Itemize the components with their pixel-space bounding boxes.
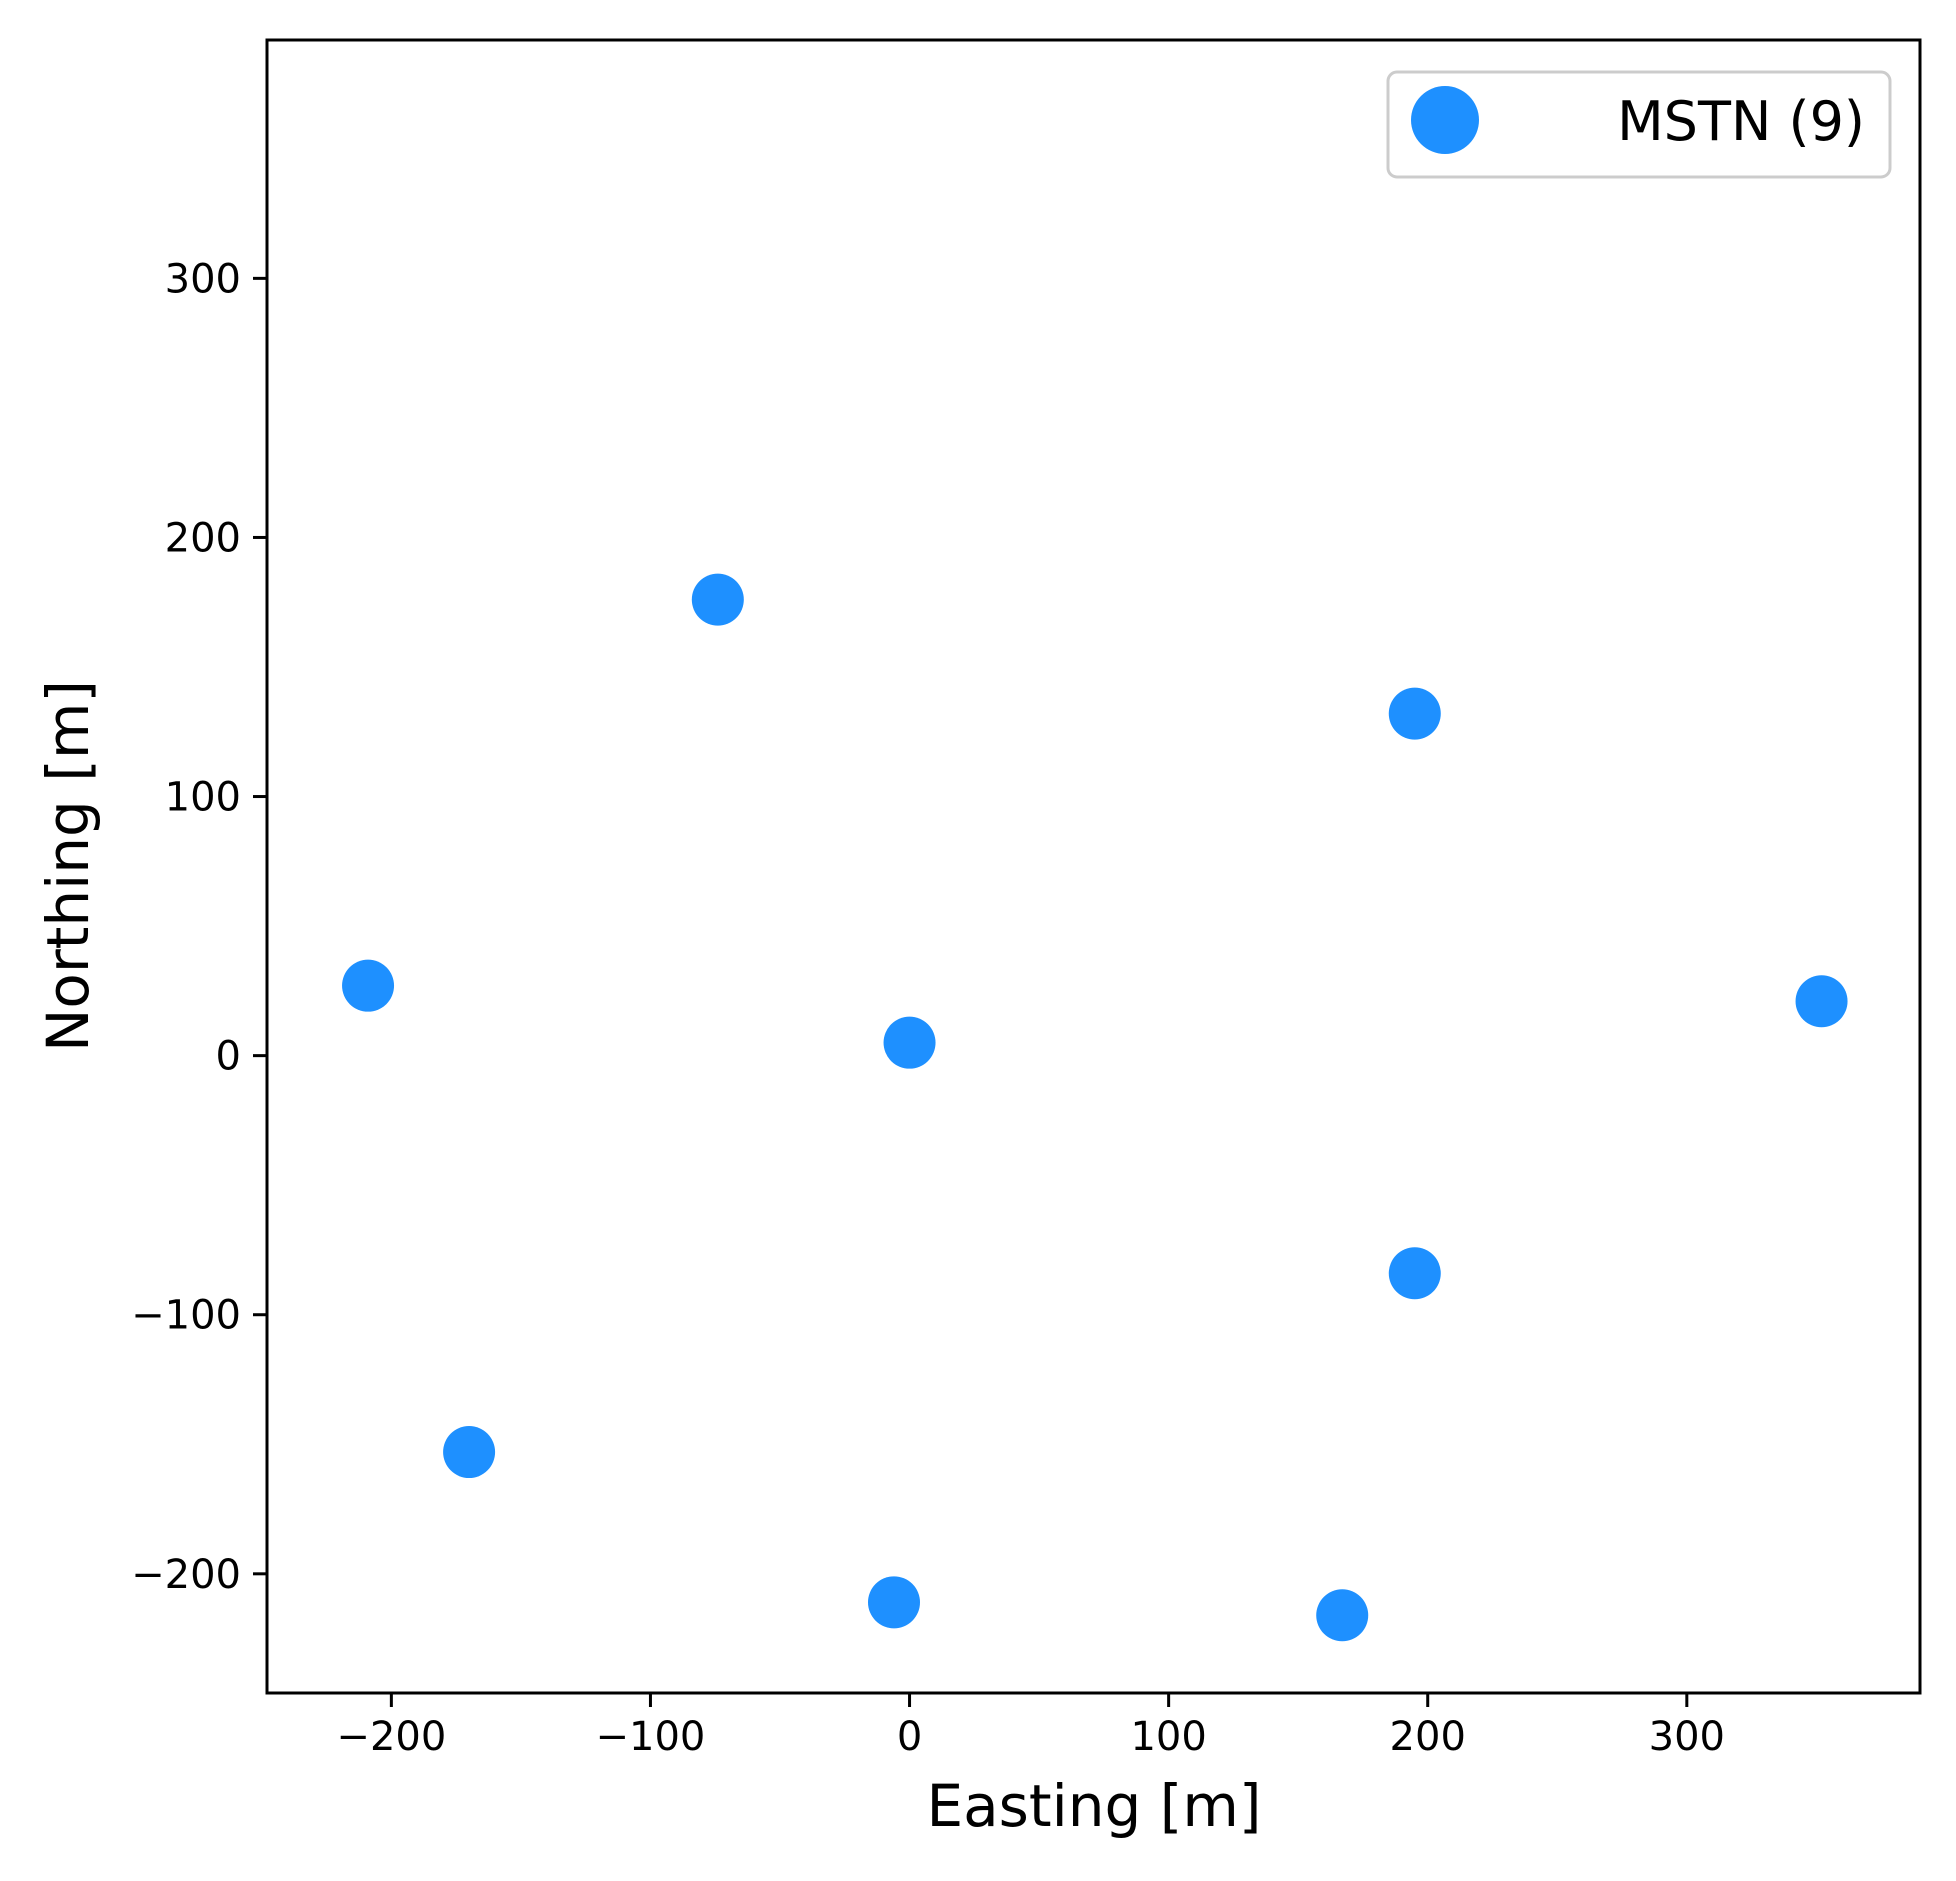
y-tick-label: −200 — [131, 1552, 241, 1598]
x-axis-ticks: −200 −100 0 100 200 300 — [336, 1693, 1725, 1760]
data-point — [1388, 687, 1441, 740]
x-axis-label: Easting [m] — [926, 1772, 1261, 1840]
y-tick-label: −100 — [131, 1293, 241, 1339]
x-tick-label: 300 — [1649, 1714, 1725, 1760]
data-point — [1795, 975, 1848, 1028]
legend-marker-icon — [1411, 86, 1479, 154]
data-point — [443, 1426, 496, 1479]
data-point — [868, 1576, 920, 1629]
y-axis-label: Northing [m] — [34, 680, 102, 1052]
x-tick-label: −100 — [596, 1714, 706, 1760]
y-axis-ticks: −200 −100 0 100 200 300 — [131, 256, 267, 1598]
y-tick-label: 100 — [165, 775, 241, 821]
x-tick-label: −200 — [336, 1714, 446, 1760]
data-points — [342, 573, 1848, 1642]
legend-box — [1386, 70, 1892, 179]
x-tick-label: 200 — [1390, 1714, 1466, 1760]
x-tick-label: 100 — [1130, 1714, 1206, 1760]
legend: MSTN (9) — [1386, 70, 1892, 179]
plot-frame — [265, 38, 1922, 1695]
y-tick-label: 300 — [165, 256, 241, 302]
data-point — [1388, 1247, 1441, 1300]
legend-label: MSTN (9) — [1617, 90, 1865, 153]
data-point — [883, 1016, 936, 1069]
data-point — [1316, 1589, 1369, 1642]
data-point — [342, 959, 395, 1012]
data-point — [691, 573, 744, 626]
y-tick-label: 0 — [216, 1034, 241, 1080]
x-tick-label: 0 — [897, 1714, 922, 1760]
y-tick-label: 200 — [165, 515, 241, 561]
